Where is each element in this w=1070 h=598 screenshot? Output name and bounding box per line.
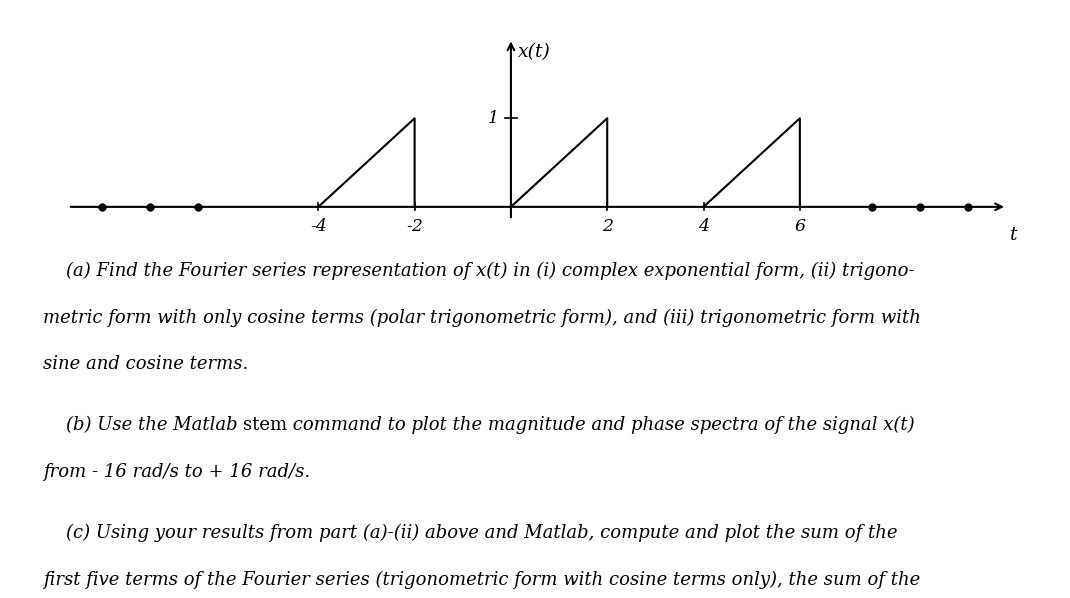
Text: x(t): x(t) (518, 43, 551, 61)
Text: sine and cosine terms.: sine and cosine terms. (43, 355, 248, 373)
Text: stem: stem (243, 416, 288, 434)
Text: 1: 1 (488, 110, 499, 127)
Text: command to plot the magnitude and phase spectra of the signal x(t): command to plot the magnitude and phase … (288, 416, 915, 434)
Text: first five terms of the Fourier series (trigonometric form with cosine terms onl: first five terms of the Fourier series (… (43, 570, 920, 588)
Text: -2: -2 (407, 218, 423, 236)
Text: 6: 6 (794, 218, 806, 236)
Text: (a) Find the Fourier series representation of x(t) in (i) complex exponential fo: (a) Find the Fourier series representati… (43, 261, 915, 280)
Text: t: t (1010, 227, 1018, 245)
Text: 4: 4 (698, 218, 709, 236)
Text: 2: 2 (601, 218, 613, 236)
Text: from - 16 rad/s to + 16 rad/s.: from - 16 rad/s to + 16 rad/s. (43, 463, 310, 481)
Text: (b) Use the Matlab: (b) Use the Matlab (43, 416, 243, 434)
Text: metric form with only cosine terms (polar trigonometric form), and (iii) trigono: metric form with only cosine terms (pola… (43, 309, 920, 327)
Text: -4: -4 (310, 218, 326, 236)
Text: (c) Using your results from part (a)-(ii) above and Matlab, compute and plot the: (c) Using your results from part (a)-(ii… (43, 523, 898, 542)
